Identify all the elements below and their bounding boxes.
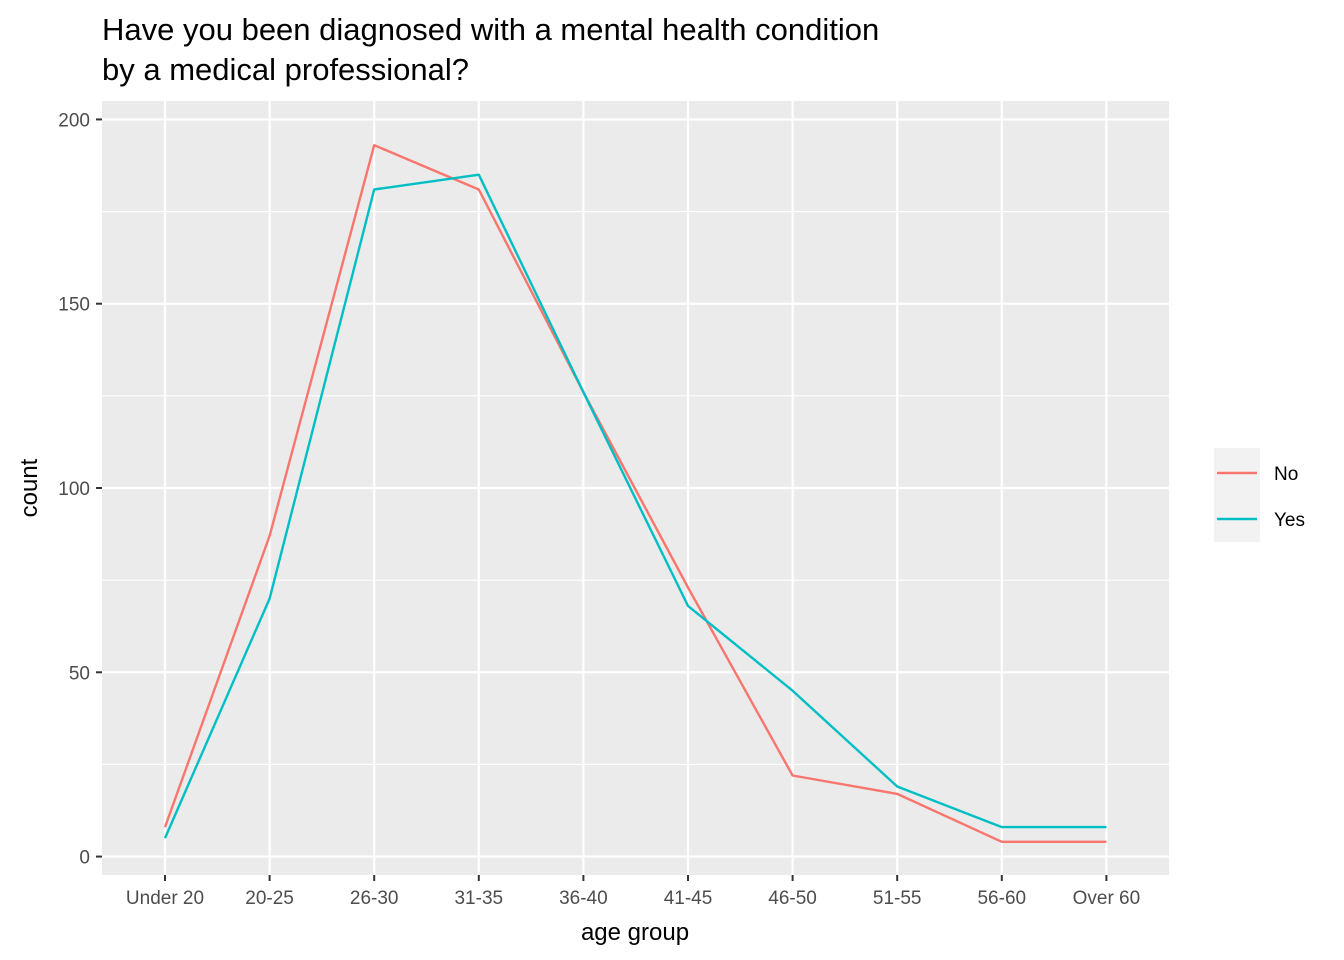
y-tick-label-100: 100 <box>58 479 90 500</box>
y-axis-title: count <box>16 458 43 517</box>
y-tick-label-50: 50 <box>69 663 90 684</box>
x-tick-label-7: 51-55 <box>873 888 922 909</box>
x-tick-label-6: 46-50 <box>768 888 817 909</box>
minor-gridlines <box>102 211 1169 765</box>
y-tick-label-200: 200 <box>58 110 90 131</box>
x-tick-label-2: 26-30 <box>350 888 399 909</box>
x-tick-label-5: 41-45 <box>664 888 713 909</box>
legend-background <box>1214 448 1260 542</box>
x-tick-label-3: 31-35 <box>454 888 503 909</box>
legend-label-no: No <box>1274 464 1298 485</box>
x-tick-label-8: 56-60 <box>977 888 1026 909</box>
series-line-yes <box>163 173 1107 839</box>
legend: No Yes <box>1214 448 1305 542</box>
legend-label-yes: Yes <box>1274 510 1305 531</box>
series-lines <box>163 143 1107 843</box>
chart-title-line-1: Have you been diagnosed with a mental he… <box>102 12 879 47</box>
x-tick-label-9: Over 60 <box>1073 888 1141 909</box>
major-gridlines <box>102 101 1169 875</box>
x-tick-label-4: 36-40 <box>559 888 608 909</box>
x-axis-title: age group <box>581 919 689 946</box>
chart-title-line-2: by a medical professional? <box>102 52 469 87</box>
x-tick-label-1: 20-25 <box>245 888 294 909</box>
y-axis: 0 50 100 150 200 <box>58 110 102 869</box>
series-line-no <box>163 143 1107 843</box>
x-tick-label-0: Under 20 <box>126 888 204 909</box>
x-axis: Under 20 20-25 26-30 31-35 36-40 41-45 46-50 51… <box>126 875 1140 909</box>
y-tick-label-150: 150 <box>58 295 90 316</box>
y-tick-label-0: 0 <box>79 848 90 869</box>
